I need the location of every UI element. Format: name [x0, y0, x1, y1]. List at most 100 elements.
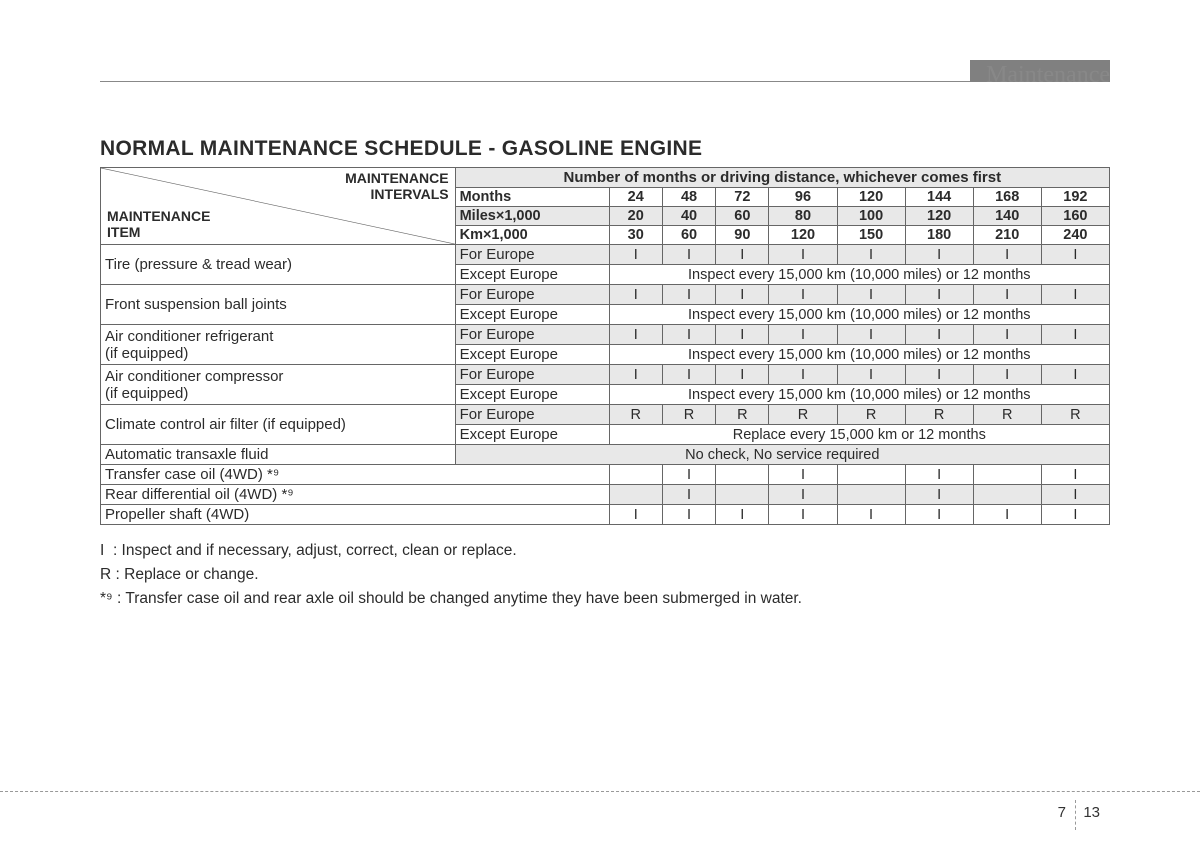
- schedule-cell: [973, 485, 1041, 505]
- interval-value: 144: [905, 188, 973, 207]
- schedule-cell: [973, 465, 1041, 485]
- schedule-cell: I: [716, 325, 769, 345]
- schedule-cell: [609, 485, 662, 505]
- region-label: For Europe: [455, 365, 609, 385]
- schedule-cell: I: [973, 245, 1041, 265]
- interval-label: Months: [455, 188, 609, 207]
- schedule-cell: I: [905, 325, 973, 345]
- schedule-cell: I: [1041, 505, 1109, 525]
- schedule-cell: I: [609, 245, 662, 265]
- span-note: Inspect every 15,000 km (10,000 miles) o…: [609, 385, 1109, 405]
- interval-value: 60: [662, 226, 715, 245]
- header-rule: [100, 60, 1110, 82]
- schedule-cell: I: [905, 245, 973, 265]
- schedule-cell: I: [769, 325, 837, 345]
- interval-value: 100: [837, 207, 905, 226]
- span-note: Inspect every 15,000 km (10,000 miles) o…: [609, 265, 1109, 285]
- schedule-cell: I: [905, 285, 973, 305]
- schedule-cell: R: [905, 405, 973, 425]
- maintenance-item-name: Front suspension ball joints: [101, 285, 456, 325]
- schedule-cell: R: [1041, 405, 1109, 425]
- footnote-r-text: : Replace or change.: [116, 566, 259, 583]
- schedule-cell: I: [662, 365, 715, 385]
- interval-value: 120: [905, 207, 973, 226]
- schedule-cell: R: [837, 405, 905, 425]
- maintenance-item-name: Rear differential oil (4WD) *⁹: [101, 485, 610, 505]
- footnotes: I : Inspect and if necessary, adjust, co…: [100, 539, 1110, 611]
- maintenance-item-name: Air conditioner refrigerant(if equipped): [101, 325, 456, 365]
- schedule-cell: I: [837, 285, 905, 305]
- schedule-cell: I: [905, 465, 973, 485]
- region-label: Except Europe: [455, 305, 609, 325]
- schedule-cell: I: [905, 365, 973, 385]
- schedule-cell: [609, 465, 662, 485]
- interval-value: 90: [716, 226, 769, 245]
- schedule-cell: I: [769, 505, 837, 525]
- schedule-cell: I: [837, 365, 905, 385]
- schedule-cell: I: [905, 505, 973, 525]
- schedule-cell: I: [716, 505, 769, 525]
- schedule-cell: I: [609, 325, 662, 345]
- interval-value: 24: [609, 188, 662, 207]
- schedule-cell: I: [662, 485, 715, 505]
- interval-value: 168: [973, 188, 1041, 207]
- schedule-cell: I: [662, 245, 715, 265]
- interval-value: 96: [769, 188, 837, 207]
- schedule-cell: I: [837, 505, 905, 525]
- footnote-star-label: *⁹: [100, 590, 113, 607]
- region-label: For Europe: [455, 245, 609, 265]
- page-footer: 7 13: [0, 791, 1200, 829]
- interval-value: 30: [609, 226, 662, 245]
- schedule-cell: I: [1041, 245, 1109, 265]
- schedule-cell: I: [609, 505, 662, 525]
- region-label: Except Europe: [455, 425, 609, 445]
- schedule-cell: [837, 485, 905, 505]
- interval-value: 120: [837, 188, 905, 207]
- schedule-cell: I: [905, 485, 973, 505]
- schedule-cell: I: [973, 505, 1041, 525]
- span-note: No check, No service required: [455, 445, 1109, 465]
- interval-value: 150: [837, 226, 905, 245]
- interval-value: 210: [973, 226, 1041, 245]
- interval-value: 192: [1041, 188, 1109, 207]
- span-note: Replace every 15,000 km or 12 months: [609, 425, 1109, 445]
- maintenance-schedule-table: MAINTENANCEINTERVALSMAINTENANCEITEMNumbe…: [100, 167, 1110, 525]
- schedule-cell: I: [1041, 365, 1109, 385]
- section-title: Maintenance: [986, 62, 1110, 89]
- schedule-cell: [716, 485, 769, 505]
- schedule-cell: I: [609, 365, 662, 385]
- schedule-cell: I: [716, 285, 769, 305]
- footnote-i-label: I: [100, 542, 104, 559]
- interval-value: 60: [716, 207, 769, 226]
- footnote-r-label: R: [100, 566, 111, 583]
- span-note: Inspect every 15,000 km (10,000 miles) o…: [609, 345, 1109, 365]
- schedule-cell: I: [1041, 485, 1109, 505]
- region-label: For Europe: [455, 285, 609, 305]
- maintenance-item-name: Automatic transaxle fluid: [101, 445, 456, 465]
- interval-value: 72: [716, 188, 769, 207]
- region-label: For Europe: [455, 325, 609, 345]
- schedule-cell: R: [662, 405, 715, 425]
- interval-label: Miles×1,000: [455, 207, 609, 226]
- schedule-cell: I: [662, 285, 715, 305]
- span-note: Inspect every 15,000 km (10,000 miles) o…: [609, 305, 1109, 325]
- schedule-cell: I: [609, 285, 662, 305]
- interval-label: Km×1,000: [455, 226, 609, 245]
- maintenance-item-name: Propeller shaft (4WD): [101, 505, 610, 525]
- region-label: Except Europe: [455, 265, 609, 285]
- schedule-cell: [716, 465, 769, 485]
- maintenance-item-name: Transfer case oil (4WD) *⁹: [101, 465, 610, 485]
- schedule-cell: I: [837, 325, 905, 345]
- schedule-cell: [837, 465, 905, 485]
- schedule-cell: I: [769, 285, 837, 305]
- interval-value: 240: [1041, 226, 1109, 245]
- schedule-cell: R: [716, 405, 769, 425]
- footnote-i-text: : Inspect and if necessary, adjust, corr…: [113, 542, 517, 559]
- region-label: Except Europe: [455, 345, 609, 365]
- schedule-cell: I: [973, 365, 1041, 385]
- interval-value: 160: [1041, 207, 1109, 226]
- schedule-cell: I: [662, 325, 715, 345]
- interval-value: 180: [905, 226, 973, 245]
- page-title: NORMAL MAINTENANCE SCHEDULE - GASOLINE E…: [100, 137, 1110, 161]
- interval-value: 120: [769, 226, 837, 245]
